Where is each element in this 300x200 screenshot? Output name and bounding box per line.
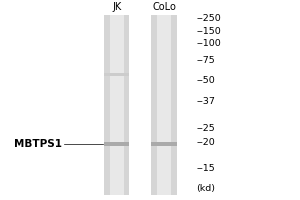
Bar [152, 15, 177, 195]
Text: (kd): (kd) [196, 184, 216, 193]
Text: MBTPS1: MBTPS1 [14, 139, 62, 149]
Bar [137, 15, 144, 195]
Bar [104, 73, 129, 76]
Bar [104, 15, 129, 195]
Text: JK: JK [112, 2, 122, 12]
Text: --20: --20 [196, 138, 215, 147]
Bar [110, 15, 124, 195]
Text: CoLo: CoLo [152, 2, 176, 12]
Text: --25: --25 [196, 124, 215, 133]
Text: --50: --50 [196, 76, 215, 85]
Bar [104, 142, 129, 146]
Text: --37: --37 [196, 97, 215, 106]
Bar [152, 142, 177, 146]
Text: --100: --100 [196, 39, 221, 48]
Bar [157, 15, 171, 195]
Text: --15: --15 [196, 164, 215, 173]
Text: --75: --75 [196, 56, 215, 65]
Text: --150: --150 [196, 27, 221, 36]
Text: --250: --250 [196, 14, 221, 23]
